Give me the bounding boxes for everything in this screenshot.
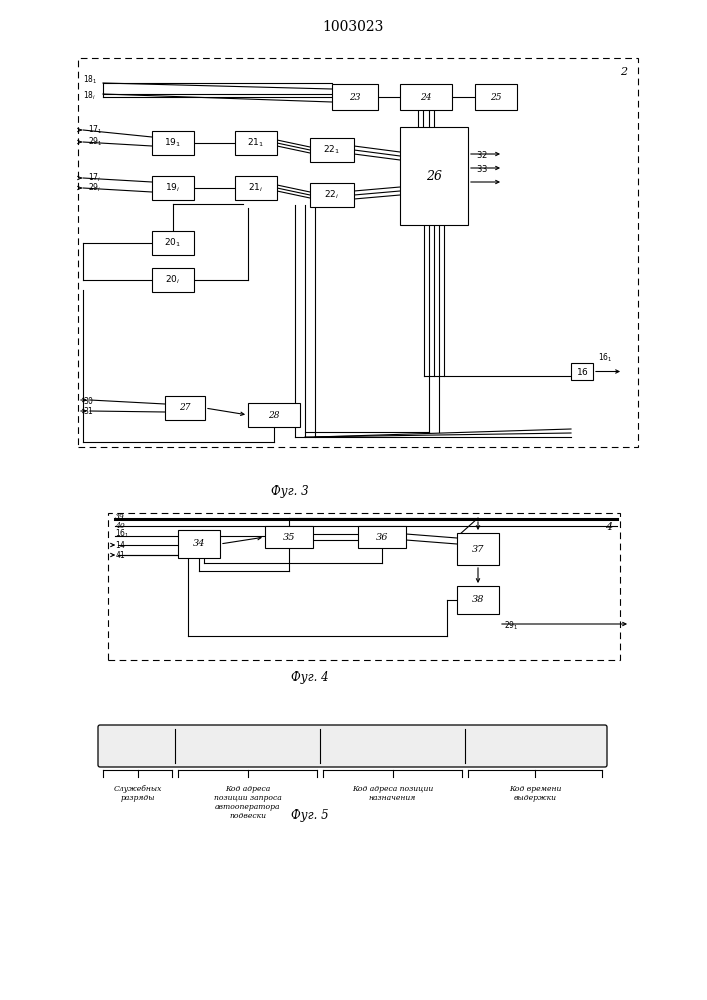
Text: $21_i$: $21_i$ bbox=[248, 182, 264, 194]
Text: назначения: назначения bbox=[369, 794, 416, 802]
Bar bbox=[310, 138, 354, 162]
Text: разряды: разряды bbox=[120, 794, 155, 802]
Bar bbox=[152, 176, 194, 200]
Text: $41$: $41$ bbox=[115, 550, 126, 560]
Text: $20_1$: $20_1$ bbox=[165, 237, 182, 249]
Bar bbox=[457, 586, 499, 614]
Bar bbox=[400, 84, 452, 110]
Bar bbox=[152, 131, 194, 155]
Text: 40: 40 bbox=[115, 522, 124, 530]
Bar bbox=[152, 268, 194, 292]
Text: 23: 23 bbox=[349, 93, 361, 102]
Text: 38: 38 bbox=[472, 595, 484, 604]
Bar bbox=[248, 403, 300, 427]
Bar bbox=[152, 231, 194, 255]
Text: $22_i$: $22_i$ bbox=[325, 189, 339, 201]
Bar bbox=[332, 84, 378, 110]
Text: Фуг. 5: Фуг. 5 bbox=[291, 808, 329, 822]
Text: 25: 25 bbox=[490, 93, 502, 102]
FancyBboxPatch shape bbox=[98, 725, 607, 767]
Text: Фуг. 3: Фуг. 3 bbox=[271, 486, 309, 498]
Text: 2: 2 bbox=[620, 67, 627, 77]
Bar bbox=[310, 183, 354, 207]
Bar bbox=[78, 58, 638, 447]
Bar bbox=[265, 526, 313, 548]
Text: Код адреса позиции: Код адреса позиции bbox=[352, 785, 433, 793]
Text: $17_i$: $17_i$ bbox=[88, 172, 101, 184]
Text: Код времени: Код времени bbox=[509, 785, 561, 793]
Text: автооператора: автооператора bbox=[215, 803, 280, 811]
Text: 24: 24 bbox=[420, 93, 432, 102]
Text: Служебных: Служебных bbox=[113, 785, 162, 793]
Text: $16_1$: $16_1$ bbox=[598, 351, 613, 364]
Text: $19_1$: $19_1$ bbox=[165, 137, 182, 149]
Text: $16_1$: $16_1$ bbox=[115, 528, 129, 540]
Text: позиции запроса: позиции запроса bbox=[214, 794, 281, 802]
Bar bbox=[571, 363, 593, 380]
Text: 35: 35 bbox=[283, 532, 296, 542]
Text: $21_1$: $21_1$ bbox=[247, 137, 264, 149]
Text: $18_1$: $18_1$ bbox=[83, 74, 98, 86]
Text: подвески: подвески bbox=[229, 812, 266, 820]
Text: $17_1$: $17_1$ bbox=[88, 124, 103, 136]
Bar bbox=[108, 513, 620, 660]
Text: $30$: $30$ bbox=[83, 394, 94, 406]
Bar bbox=[457, 533, 499, 565]
Text: выдержки: выдержки bbox=[513, 794, 556, 802]
Text: 34: 34 bbox=[193, 540, 205, 548]
Text: Фуг. 4: Фуг. 4 bbox=[291, 672, 329, 684]
Bar bbox=[178, 530, 220, 558]
Text: $29_i$: $29_i$ bbox=[88, 182, 101, 194]
Text: 1003023: 1003023 bbox=[322, 20, 384, 34]
Bar bbox=[235, 131, 277, 155]
Bar bbox=[235, 176, 277, 200]
Bar bbox=[358, 526, 406, 548]
Text: Код адреса: Код адреса bbox=[225, 785, 270, 793]
Text: $33$: $33$ bbox=[476, 162, 488, 174]
Text: 26: 26 bbox=[426, 169, 442, 182]
Text: 39: 39 bbox=[115, 513, 124, 521]
Text: $29_1$: $29_1$ bbox=[88, 136, 103, 148]
Bar bbox=[400, 127, 468, 225]
Text: $31$: $31$ bbox=[83, 406, 94, 416]
Text: 4: 4 bbox=[605, 522, 612, 532]
Text: 36: 36 bbox=[375, 532, 388, 542]
Text: 27: 27 bbox=[180, 403, 191, 412]
Text: $20_i$: $20_i$ bbox=[165, 274, 180, 286]
Text: $14$: $14$ bbox=[115, 540, 127, 550]
Text: $22_1$: $22_1$ bbox=[324, 144, 341, 156]
Text: 28: 28 bbox=[268, 410, 280, 420]
Text: $\it{16}$: $\it{16}$ bbox=[575, 366, 588, 377]
Text: 37: 37 bbox=[472, 544, 484, 554]
Bar bbox=[475, 84, 517, 110]
Text: $32$: $32$ bbox=[476, 148, 488, 159]
Bar bbox=[165, 396, 205, 420]
Text: $19_i$: $19_i$ bbox=[165, 182, 180, 194]
Text: $18_i$: $18_i$ bbox=[83, 90, 96, 102]
Text: $29_1$: $29_1$ bbox=[504, 620, 519, 632]
